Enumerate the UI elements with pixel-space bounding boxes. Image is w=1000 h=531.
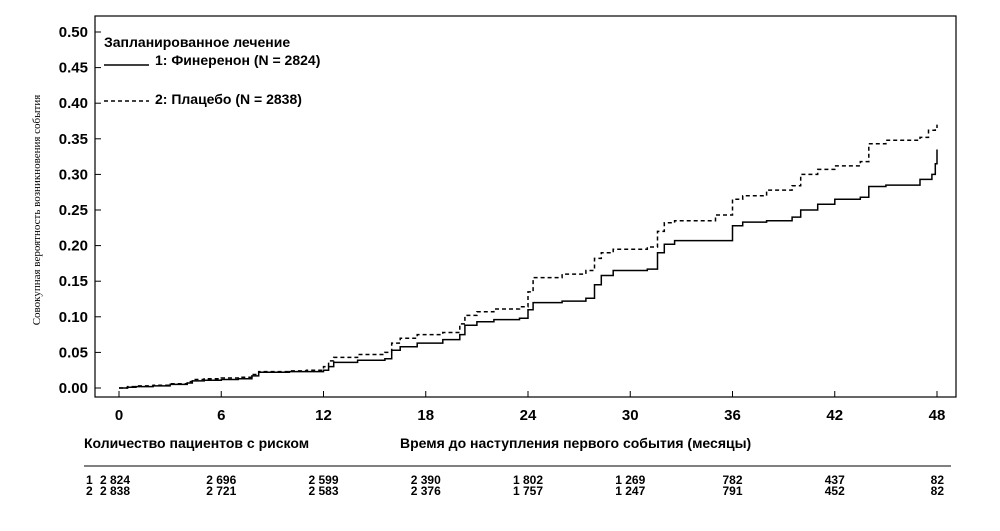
risk-count: 2 838 — [100, 484, 130, 498]
y-tick-label: 0.30 — [59, 166, 88, 183]
y-tick-label: 0.50 — [59, 24, 88, 41]
x-tick-label: 48 — [929, 407, 946, 424]
risk-count: 2 599 — [308, 473, 338, 487]
risk-count: 2 824 — [100, 473, 130, 487]
legend: Запланированное лечение 1: Финеренон (N … — [104, 34, 320, 107]
x-tick-label: 42 — [826, 407, 843, 424]
risk-count: 1 757 — [513, 484, 543, 498]
legend-series-2-label: 2: Плацебо (N = 2838) — [155, 91, 302, 107]
risk-count: 791 — [722, 484, 742, 498]
risk-count: 2 696 — [206, 473, 236, 487]
risk-count: 82 — [931, 484, 945, 498]
risk-count: 2 583 — [308, 484, 338, 498]
y-tick-label: 0.00 — [59, 380, 88, 397]
risk-table-title: Количество пациентов с риском — [84, 435, 309, 451]
legend-title: Запланированное лечение — [104, 34, 290, 50]
y-tick-label: 0.20 — [59, 238, 88, 255]
x-tick-label: 36 — [724, 407, 741, 424]
y-axis-label: Совокупная вероятность возникновения соб… — [31, 95, 43, 326]
risk-count: 437 — [825, 473, 845, 487]
series-lines — [119, 124, 938, 389]
risk-table: 1 2 824 2 696 2 599 2 390 1 802 1 269 782 437 82 2… — [86, 473, 944, 498]
x-tick-label: 18 — [417, 407, 434, 424]
x-axis-ticks: 0 6 12 18 24 30 36 42 48 — [115, 391, 946, 424]
risk-count: 782 — [722, 473, 742, 487]
risk-count: 2 390 — [411, 473, 441, 487]
y-tick-label: 0.25 — [59, 202, 88, 219]
series-line-1 — [119, 149, 938, 389]
risk-count: 2 376 — [411, 484, 441, 498]
y-tick-label: 0.15 — [59, 273, 88, 290]
x-axis-label: Время до наступления первого события (ме… — [400, 435, 751, 451]
x-tick-label: 24 — [520, 407, 537, 424]
x-tick-label: 6 — [217, 407, 225, 424]
x-tick-label: 12 — [315, 407, 332, 424]
x-tick-label: 0 — [115, 407, 123, 424]
x-tick-label: 30 — [622, 407, 639, 424]
risk-count: 1 269 — [615, 473, 645, 487]
y-tick-label: 0.45 — [59, 60, 88, 77]
y-tick-label: 0.05 — [59, 344, 88, 361]
y-axis-ticks: 0.00 0.05 0.10 0.15 0.20 0.25 0.30 0.35 0.40 0.45… — [59, 24, 101, 397]
series-line-2 — [119, 124, 938, 389]
risk-count: 1 802 — [513, 473, 543, 487]
risk-row-label: 1 — [86, 473, 93, 487]
risk-count: 82 — [931, 473, 945, 487]
plot-area-frame — [94, 15, 957, 398]
y-tick-label: 0.35 — [59, 131, 88, 148]
legend-series-1-label: 1: Финеренон (N = 2824) — [155, 52, 320, 68]
y-tick-label: 0.10 — [59, 309, 88, 326]
risk-count: 1 247 — [615, 484, 645, 498]
risk-row-label: 2 — [86, 484, 93, 498]
risk-count: 452 — [825, 484, 845, 498]
y-tick-label: 0.40 — [59, 95, 88, 112]
risk-count: 2 721 — [206, 484, 236, 498]
